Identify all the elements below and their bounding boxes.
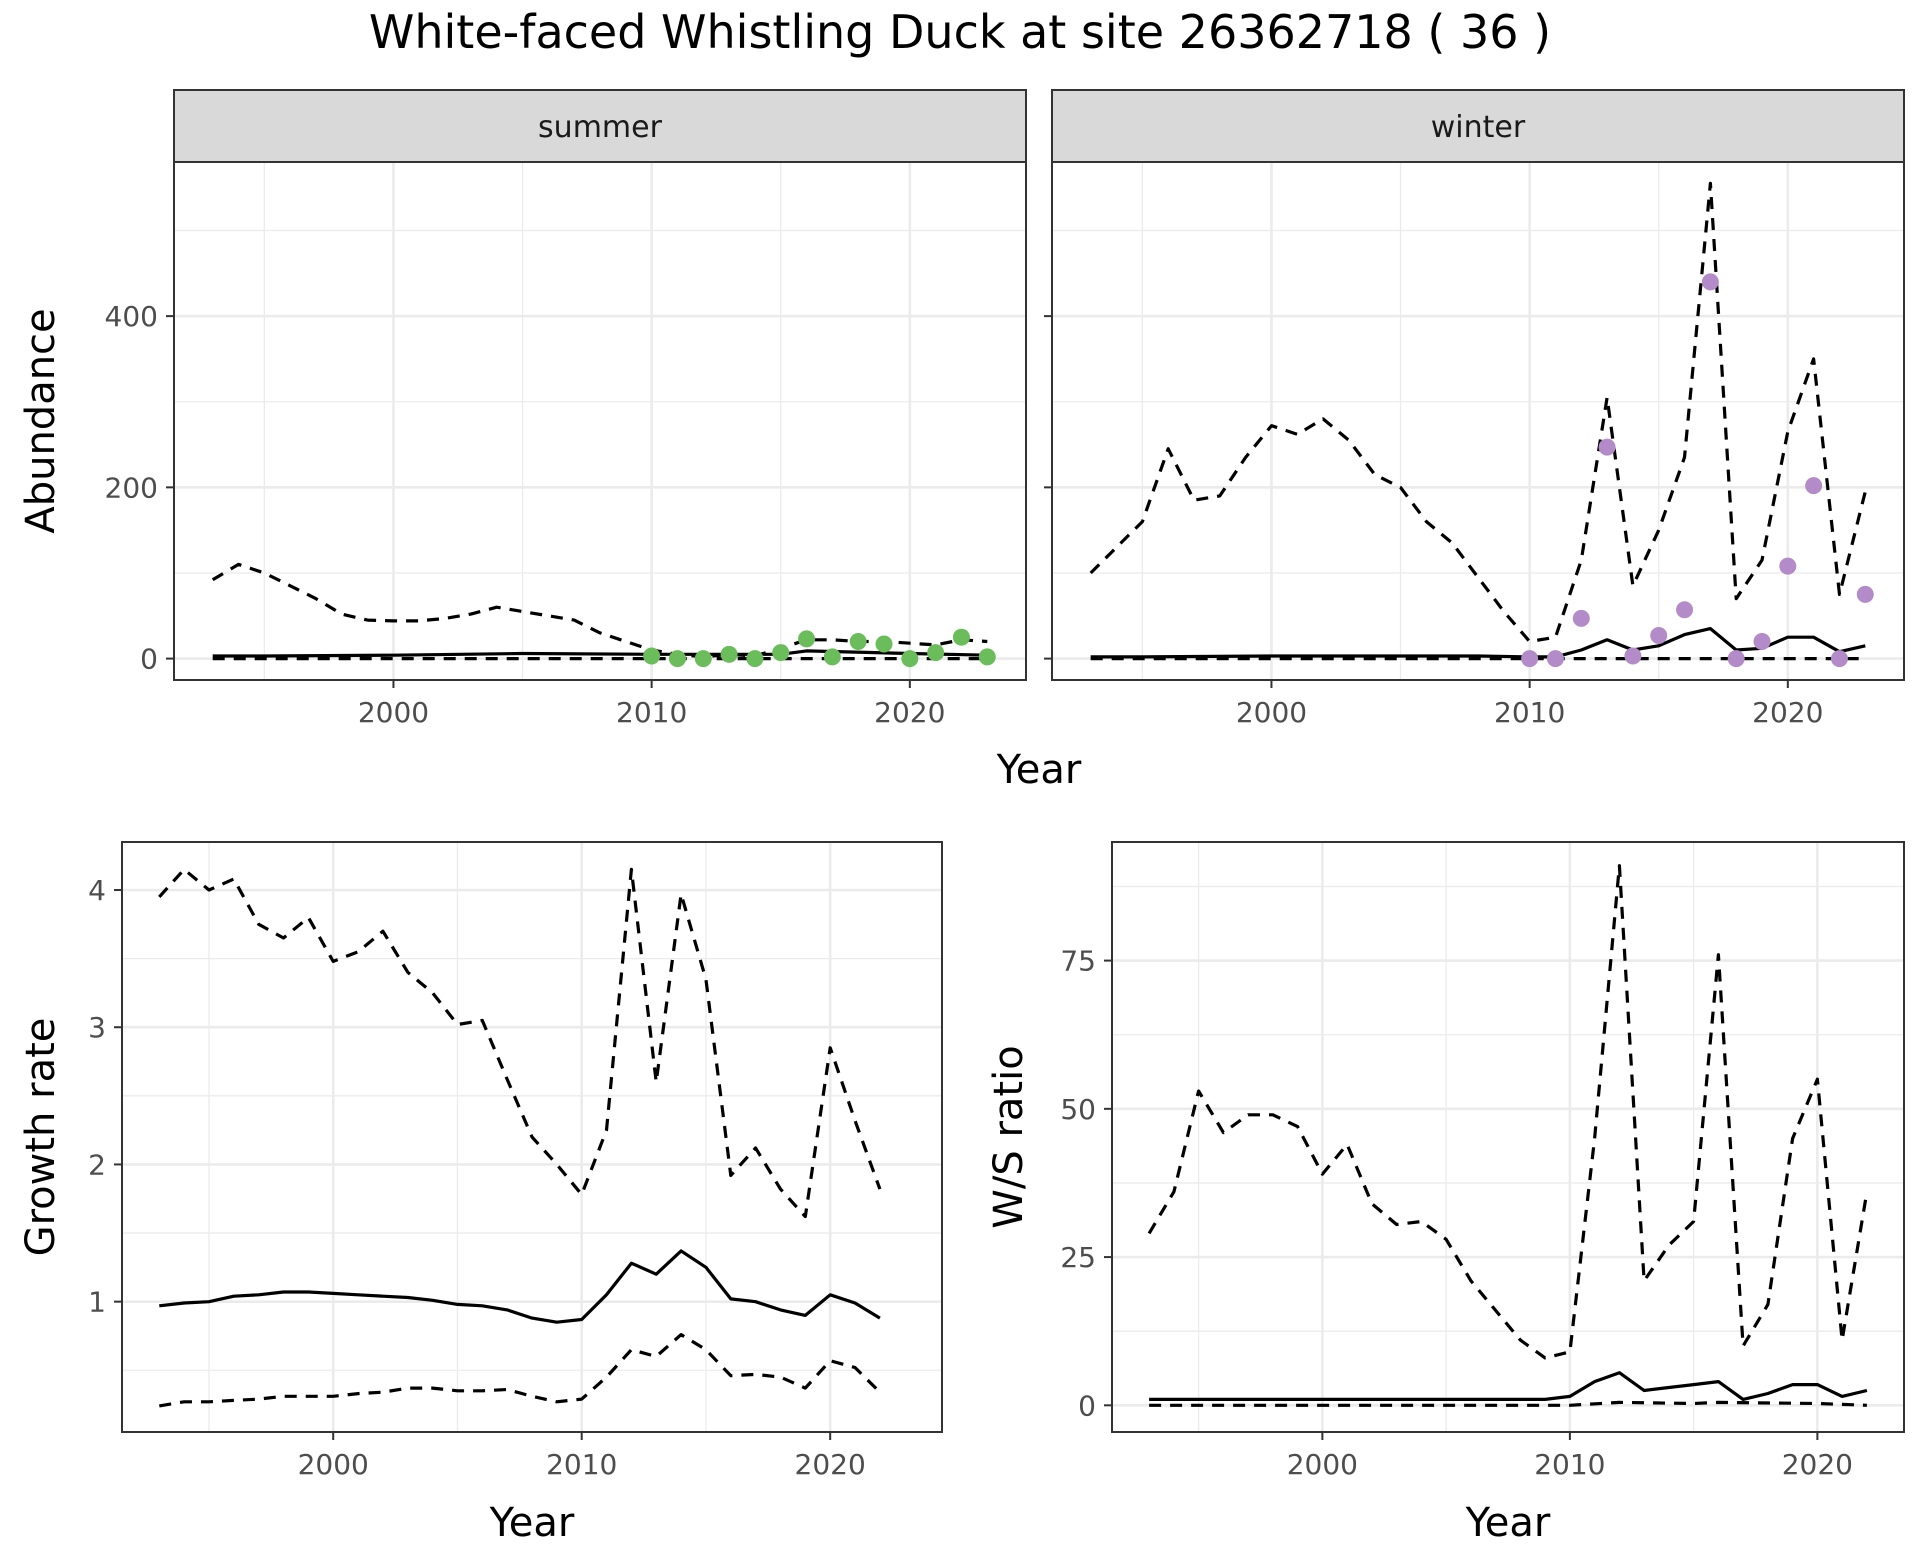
abundance-winter-data-point [1624, 647, 1642, 665]
growth-rate-x-tick-label: 2010 [546, 1448, 617, 1481]
abundance-winter-x-tick-label: 2000 [1236, 696, 1307, 729]
abundance-summer-data-point [875, 635, 893, 653]
abundance-summer-x-tick-label: 2000 [358, 696, 429, 729]
abundance-winter-data-point [1546, 650, 1564, 668]
abundance-summer-data-point [978, 648, 996, 666]
growth-rate-x-tick-label: 2000 [298, 1448, 369, 1481]
abundance-winter-series-line-dashed [1089, 181, 1867, 644]
growth-rate-x-tick-label: 2020 [795, 1448, 866, 1481]
abundance-summer-data-point [952, 628, 970, 646]
abundance-summer-data-point [798, 630, 816, 648]
growth-rate-panel: 2000 2010 2020 1 2 3 4 [88, 841, 943, 1481]
abundance-winter-x-tick-label: 2010 [1494, 696, 1565, 729]
ws-ratio-x-tick-label: 2020 [1782, 1448, 1853, 1481]
abundance-summer-data-point [668, 650, 686, 668]
ws-ratio-y-tick-label: 0 [1078, 1389, 1096, 1422]
abundance-winter-data-point [1753, 632, 1771, 650]
abundance-winter-data-point [1650, 626, 1668, 644]
facet-strip-summer [173, 89, 1027, 163]
abundance-winter-data-point [1572, 609, 1590, 627]
ws-ratio-series-line-dashed [1147, 864, 1869, 1360]
abundance-winter-data-point [1856, 585, 1874, 603]
growth-rate-x-axis-title: Year [489, 1500, 575, 1546]
abundance-summer-x-tick-label: 2020 [874, 696, 945, 729]
facet-strip-label-winter: winter [1431, 110, 1526, 145]
abundance-summer-data-point [772, 644, 790, 662]
abundance-y-axis-title: Abundance [18, 308, 64, 533]
abundance-winter-data-point [1676, 601, 1694, 619]
growth-rate-y-tick-label: 4 [88, 874, 106, 907]
abundance-summer-data-point [901, 650, 919, 668]
ws-ratio-y-tick-label: 50 [1060, 1093, 1096, 1126]
ws-ratio-x-tick-label: 2010 [1534, 1448, 1605, 1481]
growth-rate-y-tick-label: 1 [88, 1286, 106, 1319]
ws-ratio-series-line-dashed [1149, 1400, 1867, 1407]
abundance-summer-data-point [643, 647, 661, 665]
growth-rate-y-tick-label: 3 [88, 1011, 106, 1044]
growth-rate-series-line-solid [159, 1249, 881, 1324]
growth-rate-series-group [158, 867, 882, 1408]
facet-strip-label-summer: summer [538, 110, 663, 145]
abundance-summer-y-tick-label: 200 [105, 471, 158, 504]
ws-ratio-panel-border [1111, 841, 1905, 1433]
ws-ratio-x-tick-label: 2000 [1287, 1448, 1358, 1481]
abundance-winter-series-line-solid [1090, 627, 1866, 659]
abundance-summer-panel: 2000 2010 2020 0 200 400 [105, 161, 1027, 729]
ws-ratio-y-axis-title: W/S ratio [986, 1045, 1032, 1228]
growth-rate-y-tick-label: 2 [88, 1148, 106, 1181]
abundance-x-axis-title: Year [996, 747, 1082, 793]
figure-title: White-faced Whistling Duck at site 26362… [369, 5, 1551, 59]
abundance-winter-data-point [1521, 650, 1539, 668]
abundance-summer-data-point [927, 644, 945, 662]
abundance-winter-data-point [1598, 438, 1616, 456]
abundance-summer-series-line-solid [212, 649, 988, 658]
ws-ratio-panel: 2000 2010 2020 0 25 50 75 [1060, 841, 1905, 1481]
growth-rate-y-axis-title: Growth rate [18, 1018, 64, 1257]
abundance-winter-data-point [1805, 477, 1823, 495]
abundance-summer-y-tick-label: 0 [140, 643, 158, 676]
abundance-winter-data-point [1779, 557, 1797, 575]
growth-rate-series-line-dashed [159, 1333, 882, 1408]
abundance-winter-data-point [1701, 273, 1719, 291]
ws-ratio-series-line-solid [1149, 1371, 1868, 1401]
abundance-winter-series-group [1089, 181, 1874, 668]
abundance-summer-y-tick-label: 400 [105, 300, 158, 333]
growth-rate-series-line-dashed [158, 867, 882, 1219]
abundance-summer-data-point [849, 632, 867, 650]
abundance-winter-data-point [1727, 650, 1745, 668]
abundance-winter-panel-border [1051, 161, 1905, 681]
ws-ratio-y-tick-label: 75 [1060, 945, 1096, 978]
ws-ratio-y-tick-label: 25 [1060, 1241, 1096, 1274]
abundance-summer-series-group [211, 562, 996, 668]
abundance-summer-series-line-dashed [211, 562, 988, 659]
ws-ratio-series-group [1147, 864, 1869, 1407]
abundance-summer-panel-border [173, 161, 1027, 681]
ws-ratio-x-axis-title: Year [1465, 1500, 1551, 1546]
abundance-summer-data-point [746, 650, 764, 668]
abundance-summer-data-point [694, 650, 712, 668]
abundance-summer-data-point [823, 648, 841, 666]
facet-strip-winter [1051, 89, 1905, 163]
abundance-winter-x-tick-label: 2020 [1752, 696, 1823, 729]
abundance-winter-data-point [1830, 650, 1848, 668]
abundance-winter-panel: 2000 2010 2020 [1044, 161, 1905, 729]
abundance-summer-x-tick-label: 2010 [616, 696, 687, 729]
growth-rate-panel-border [121, 841, 943, 1433]
abundance-summer-data-point [720, 645, 738, 663]
